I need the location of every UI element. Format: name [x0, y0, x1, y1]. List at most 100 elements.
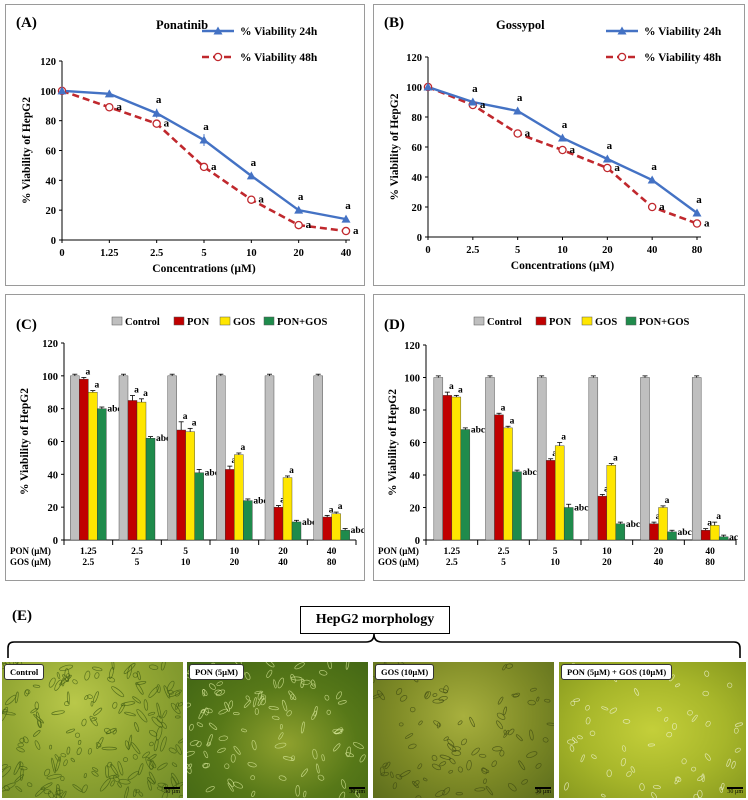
cell [207, 733, 213, 746]
significance-label-24h: a [517, 92, 523, 104]
cell [290, 673, 296, 684]
significance-label-48h: a [211, 161, 217, 173]
row-label-pon: PON (µM) [10, 546, 51, 556]
pon-dose-label: 2.5 [498, 547, 510, 557]
cell [124, 740, 130, 750]
cell [148, 664, 159, 670]
significance-label: a [280, 496, 285, 506]
morphology-bracket [7, 633, 741, 658]
bar-pon-gos [615, 523, 626, 541]
bar-gos [658, 507, 668, 541]
significance-label-48h: a [306, 219, 312, 231]
cell [243, 700, 252, 708]
cell [20, 767, 24, 781]
cell [95, 742, 102, 748]
significance-label: a [716, 512, 721, 522]
cell [327, 662, 332, 670]
cell [585, 717, 591, 725]
cell [59, 790, 67, 798]
cell [56, 672, 61, 679]
x-axis-label: Concentrations (µM) [511, 260, 615, 272]
cell [108, 667, 114, 679]
cell [74, 732, 81, 738]
cell [178, 737, 183, 744]
bar-gos [606, 465, 617, 541]
cell-texture [2, 662, 183, 798]
cell [449, 757, 456, 765]
cell [681, 758, 687, 765]
gos-dose-label: 40 [278, 558, 288, 568]
gos-dose-label: 2.5 [82, 558, 94, 568]
cell [27, 782, 33, 788]
data-point-24h [246, 171, 256, 180]
cell [2, 709, 8, 714]
pon-dose-label: 40 [327, 547, 337, 557]
cell [573, 698, 581, 702]
cell [518, 760, 526, 771]
cell [620, 757, 627, 767]
data-point-48h [294, 220, 303, 230]
y-tick-label: 80 [412, 113, 423, 124]
bar-pon-gos [340, 529, 350, 541]
cell [216, 681, 223, 686]
cell [171, 762, 178, 767]
y-tick-label: 100 [404, 374, 420, 385]
significance-label: abc [205, 469, 219, 479]
cell [187, 763, 193, 770]
cell [502, 664, 507, 671]
cell [162, 710, 168, 719]
significance-label-24h: a [696, 194, 702, 206]
cell [591, 754, 597, 759]
cell [120, 701, 136, 707]
cell [621, 745, 627, 752]
data-point-48h [558, 145, 567, 155]
cell [496, 720, 503, 730]
significance-label: a [665, 496, 670, 506]
y-tick-label: 100 [40, 87, 56, 98]
cell [733, 727, 739, 734]
gos-dose-label: 2.5 [446, 558, 458, 568]
morphology-image-control: Control 30 µm [2, 662, 183, 798]
cell [34, 701, 39, 711]
cell [697, 775, 705, 782]
cell [135, 681, 147, 685]
x-tick-label: 10 [246, 248, 256, 259]
bar-control [640, 377, 650, 541]
y-tick-label: 60 [48, 438, 59, 449]
bar-gos [709, 525, 720, 541]
cell [156, 702, 162, 719]
cell [189, 723, 194, 731]
cell [704, 670, 710, 677]
cell [142, 751, 151, 759]
cell [93, 707, 103, 716]
cell [282, 756, 294, 761]
bar-control [536, 377, 547, 541]
y-tick-label: 40 [410, 471, 421, 482]
pon-dose-label: 20 [278, 547, 288, 557]
cell [460, 738, 468, 746]
cell [83, 773, 87, 779]
cell [485, 785, 494, 796]
image-label: GOS (10µM) [375, 664, 435, 680]
significance-label: a [501, 403, 506, 413]
cell [457, 720, 463, 726]
cell [672, 722, 677, 730]
cell [168, 747, 177, 754]
cell [32, 684, 41, 688]
cell [105, 765, 109, 778]
legend-label-24h: % Viability 24h [240, 26, 318, 38]
significance-label: abc [626, 520, 640, 530]
cell [295, 785, 301, 797]
cell [127, 771, 139, 781]
cell [53, 794, 63, 798]
legend-label: GOS [595, 317, 617, 328]
cell [622, 719, 631, 724]
cell [447, 743, 457, 753]
line-chart-gossypol: (B) Gossypol 0 20 40 60 80 100 120 0 2.5 5 10 20 40 80 C… [384, 15, 722, 272]
gos-dose-label: 10 [550, 558, 560, 568]
cell [65, 728, 76, 734]
significance-label: abc [351, 526, 364, 536]
cell [160, 736, 167, 752]
significance-label: a [449, 382, 454, 392]
gos-dose-label: 80 [705, 558, 715, 568]
